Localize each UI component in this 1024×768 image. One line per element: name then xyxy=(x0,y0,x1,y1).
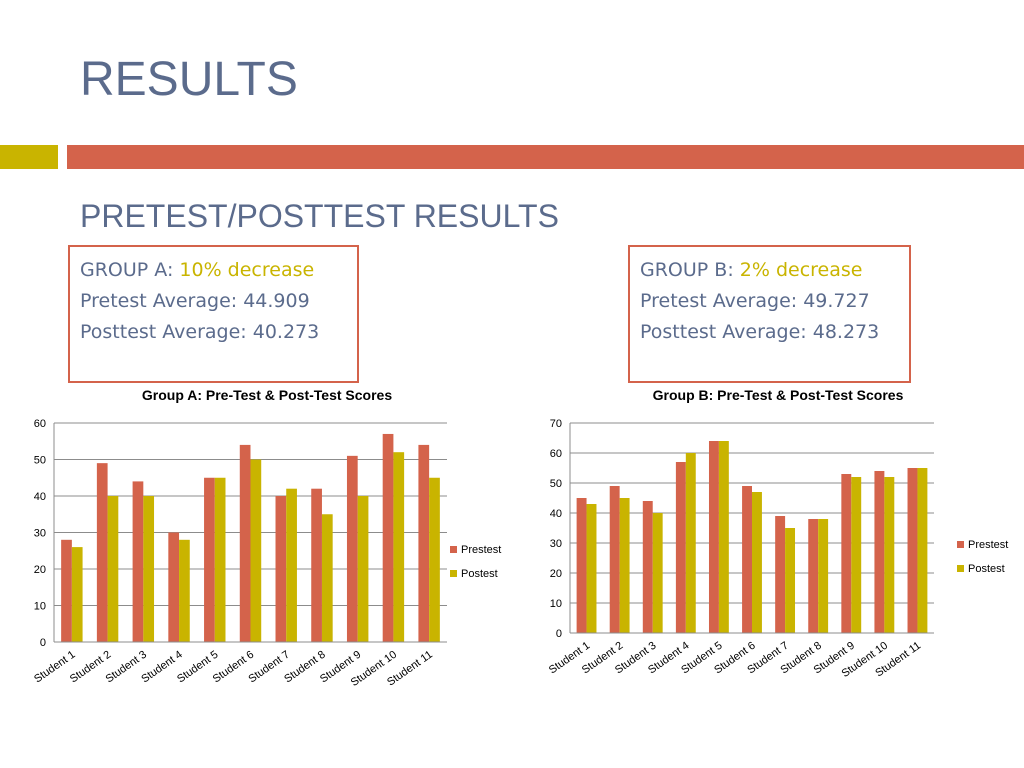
group-b-bar-posttest xyxy=(851,477,862,633)
slide-subtitle: PRETEST/POSTTEST RESULTS xyxy=(80,198,559,234)
group-b-legend-label: Prestest xyxy=(968,539,1008,551)
group-b-legend-swatch xyxy=(957,565,964,572)
accent-bar xyxy=(67,145,1024,169)
group-b-legend-swatch xyxy=(957,541,964,548)
group-a-bar-pretest xyxy=(346,455,358,642)
group-a-legend-label: Postest xyxy=(461,568,498,580)
group-a-bar-posttest xyxy=(107,496,119,642)
group-a-y-tick-label: 50 xyxy=(34,455,46,467)
group-b-chart-title: Group B: Pre-Test & Post-Test Scores xyxy=(653,387,904,403)
group-a-heading-value: 10% decrease xyxy=(179,259,315,281)
group-b-bar-posttest xyxy=(718,441,729,633)
group-a-heading-label: GROUP A: xyxy=(80,259,180,281)
group-b-bar-pretest xyxy=(675,462,686,633)
group-b-bar-pretest xyxy=(841,474,852,633)
group-b-bar-pretest xyxy=(708,441,719,633)
group-a-chart-title: Group A: Pre-Test & Post-Test Scores xyxy=(142,387,392,403)
group-a-y-tick-label: 0 xyxy=(40,637,46,649)
group-b-posttest-average: Posttest Average: 48.273 xyxy=(640,321,880,343)
group-a-bar-posttest xyxy=(143,496,155,642)
group-b-y-tick-label: 10 xyxy=(550,598,562,610)
group-b-heading: GROUP B: 2% decrease xyxy=(640,255,899,286)
group-b-heading-label: GROUP B: xyxy=(640,259,740,281)
group-a-y-tick-label: 30 xyxy=(34,528,46,540)
group-a-bar-posttest xyxy=(357,496,369,642)
group-b-bar-posttest xyxy=(685,453,696,633)
group-b-bar-posttest xyxy=(652,513,663,633)
group-a-chart: Group A: Pre-Test & Post-Test Scores 0 10 2… xyxy=(20,385,520,715)
group-a-summary-box: GROUP A: 10% decrease Pretest Average: 4… xyxy=(68,245,359,383)
group-b-legend-label: Postest xyxy=(968,563,1005,575)
group-a-heading: GROUP A: 10% decrease xyxy=(80,255,347,286)
group-b-bar-pretest xyxy=(775,516,786,633)
group-a-bar-posttest xyxy=(393,452,405,642)
group-b-bar-posttest xyxy=(785,528,796,633)
group-b-y-tick-label: 50 xyxy=(550,478,562,490)
group-a-y-tick-label: 40 xyxy=(34,491,46,503)
group-b-bar-posttest xyxy=(586,504,597,633)
group-b-heading-value: 2% decrease xyxy=(739,259,863,281)
group-a-legend-label: Prestest xyxy=(461,544,501,556)
group-a-bar-posttest xyxy=(179,539,190,642)
group-a-legend-swatch xyxy=(450,570,457,577)
group-a-bar-pretest xyxy=(311,488,322,642)
group-a-bar-pretest xyxy=(204,477,215,642)
group-b-y-tick-label: 20 xyxy=(550,568,562,580)
group-b-bar-posttest xyxy=(917,468,928,633)
group-a-legend-swatch xyxy=(450,546,457,553)
group-a-bar-posttest xyxy=(321,514,333,642)
group-b-y-tick-label: 60 xyxy=(550,448,562,460)
group-a-bar-pretest xyxy=(168,532,180,642)
group-a-y-tick-label: 10 xyxy=(34,601,46,613)
group-b-chart-svg: Group B: Pre-Test & Post-Test Scores 0 10 2… xyxy=(547,387,1009,680)
group-b-pretest-average: Pretest Average: 49.727 xyxy=(640,290,870,312)
group-b-bar-pretest xyxy=(609,486,620,633)
group-a-bar-posttest xyxy=(71,547,83,642)
group-b-bar-pretest xyxy=(907,468,918,633)
group-b-y-tick-label: 30 xyxy=(550,538,562,550)
group-a-pretest-average: Pretest Average: 44.909 xyxy=(80,290,310,312)
group-a-bar-pretest xyxy=(239,444,251,642)
group-a-bar-posttest xyxy=(250,459,262,642)
group-b-summary-box: GROUP B: 2% decrease Pretest Average: 49… xyxy=(628,245,911,383)
group-b-y-tick-label: 0 xyxy=(556,628,562,640)
group-b-chart: Group B: Pre-Test & Post-Test Scores 0 10 2… xyxy=(530,385,1020,715)
group-a-y-tick-label: 60 xyxy=(34,418,46,430)
group-a-bar-pretest xyxy=(275,496,287,642)
group-a-posttest-average: Posttest Average: 40.273 xyxy=(80,321,320,343)
group-a-bar-posttest xyxy=(429,477,440,642)
group-b-bar-posttest xyxy=(619,498,630,633)
group-b-bar-pretest xyxy=(808,519,819,633)
group-a-bar-pretest xyxy=(132,481,144,642)
group-b-bar-posttest xyxy=(752,492,762,633)
accent-bar-small xyxy=(0,145,58,169)
group-a-bar-pretest xyxy=(96,463,108,642)
group-a-y-tick-label: 20 xyxy=(34,564,46,576)
group-b-bar-posttest xyxy=(818,519,829,633)
slide-title: RESULTS xyxy=(80,53,298,106)
group-b-bar-pretest xyxy=(742,486,752,633)
group-a-bar-pretest xyxy=(61,539,72,642)
group-a-bar-pretest xyxy=(382,433,394,642)
group-b-y-tick-label: 70 xyxy=(550,418,562,430)
group-b-bar-pretest xyxy=(874,471,885,633)
group-a-bar-posttest xyxy=(286,488,297,642)
group-a-bar-pretest xyxy=(418,444,430,642)
group-a-bar-posttest xyxy=(214,477,226,642)
group-b-y-tick-label: 40 xyxy=(550,508,562,520)
group-b-bar-pretest xyxy=(642,501,653,633)
group-b-bar-pretest xyxy=(576,498,587,633)
group-a-chart-svg: Group A: Pre-Test & Post-Test Scores 0 10 2… xyxy=(32,387,501,689)
group-b-bar-posttest xyxy=(884,477,895,633)
